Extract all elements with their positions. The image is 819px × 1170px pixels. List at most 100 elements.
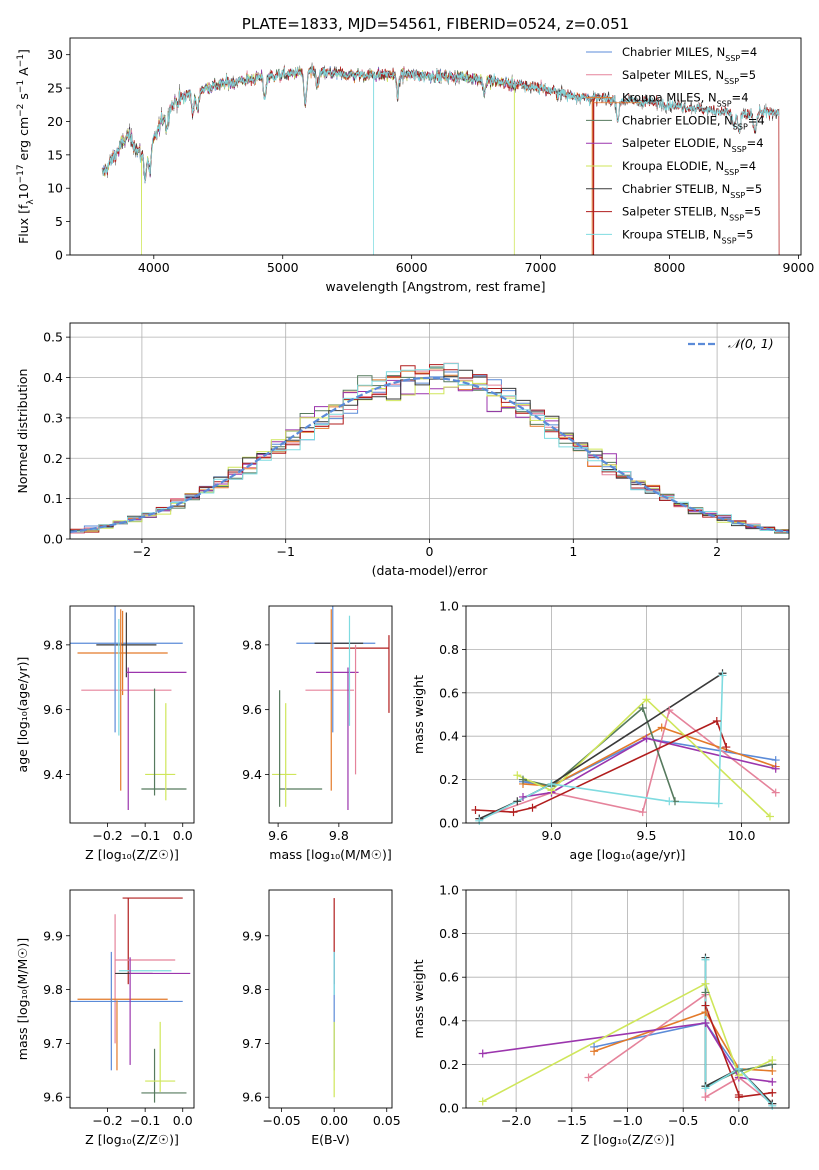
series-marker xyxy=(513,797,522,806)
axes-frame xyxy=(268,889,393,1109)
series-marker xyxy=(771,764,780,773)
axes-frame xyxy=(69,37,802,256)
series-marker xyxy=(701,979,710,988)
y-axis-label: age [log₁₀(age/yr)] xyxy=(15,657,30,773)
series-marker xyxy=(478,1049,487,1058)
y-tick-label: 9.4 xyxy=(242,767,262,782)
x-axis-label: age [log₁₀(age/yr)] xyxy=(570,847,686,862)
y-tick-label: 9.6 xyxy=(242,1090,262,1105)
plot-area xyxy=(475,672,777,822)
model-line-chab_elodie xyxy=(102,67,516,183)
legend-label: Salpeter STELIB, NSSP=5 xyxy=(622,205,761,223)
series-marker xyxy=(701,1018,710,1027)
legend-label: Salpeter MILES, NSSP=5 xyxy=(622,68,756,86)
y-tick-label: 9.6 xyxy=(242,702,262,717)
legend-label: 𝒩(0, 1) xyxy=(728,336,774,351)
y-tick-label: 0.0 xyxy=(439,816,459,831)
legend-label: Chabrier MILES, NSSP=4 xyxy=(622,45,757,63)
series-marker xyxy=(665,706,674,715)
y-tick-label: 0.0 xyxy=(43,532,63,547)
series-marker xyxy=(768,1056,777,1065)
y-tick-label: 0.3 xyxy=(43,410,63,425)
legend-item: Salpeter STELIB, NSSP=5 xyxy=(586,205,761,223)
series-marker xyxy=(701,988,710,997)
legend-item: Kroupa MILES, NSSP=4 xyxy=(586,91,749,109)
x-tick-label: 2 xyxy=(713,544,721,559)
series-marker xyxy=(722,743,731,752)
panel-spectrum: 4000 5000 6000 7000 8000 9000 0 5 10 15 20 25 30 wave… xyxy=(16,15,814,294)
x-tick-label: 9.6 xyxy=(268,828,288,843)
panel-age_vs_mass: 9.6 9.8 9.4 9.6 9.8 mass [log₁₀(M/M☉)] xyxy=(242,605,393,862)
axes-frame xyxy=(69,605,195,824)
y-tick-label: 9.7 xyxy=(43,1036,63,1051)
x-axis-label: Z [log₁₀(Z/Z☉)] xyxy=(85,1132,179,1147)
y-tick-label: 1.0 xyxy=(439,599,459,614)
series-marker xyxy=(734,1093,743,1102)
x-tick-label: 8000 xyxy=(654,260,686,275)
y-axis-label: mass [log₁₀(M/M☉)] xyxy=(15,938,30,1060)
x-axis-label: (data-model)/error xyxy=(372,563,489,578)
plot-area xyxy=(70,897,191,1103)
x-tick-label: 9.8 xyxy=(329,828,349,843)
plot-area xyxy=(101,62,780,255)
x-tick-label: 10.0 xyxy=(728,828,756,843)
y-tick-label: 9.8 xyxy=(43,982,63,997)
x-axis-label: Z [log₁₀(Z/Z☉)] xyxy=(85,847,179,862)
plot-area xyxy=(70,362,789,534)
model-line-chab_miles xyxy=(101,65,594,255)
y-tick-label: 15 xyxy=(47,147,63,162)
y-tick-label: 1.0 xyxy=(439,883,459,898)
series-line-salp_miles xyxy=(588,993,773,1105)
x-tick-label: 1 xyxy=(569,544,577,559)
x-tick-label: 4000 xyxy=(138,260,170,275)
y-axis-label: mass weight xyxy=(411,959,426,1038)
x-tick-label: −0.1 xyxy=(130,1113,160,1128)
legend: Chabrier MILES, NSSP=4 Salpeter MILES, NS… xyxy=(586,45,765,245)
y-tick-label: 9.9 xyxy=(43,928,63,943)
series-marker xyxy=(528,803,537,812)
series-marker xyxy=(519,775,527,784)
y-tick-label: 9.8 xyxy=(242,982,262,997)
series-marker xyxy=(475,816,484,825)
y-tick-label: 5 xyxy=(55,214,63,229)
axes-frame xyxy=(465,889,790,1109)
legend-item: Salpeter ELODIE, NSSP=4 xyxy=(586,136,764,154)
y-tick-label: 0.0 xyxy=(439,1101,459,1116)
y-tick-label: 10 xyxy=(47,181,63,196)
x-tick-label: −0.1 xyxy=(130,828,160,843)
axes-frame xyxy=(69,889,195,1109)
legend-label: Kroupa MILES, NSSP=4 xyxy=(622,91,749,109)
x-tick-label: 0 xyxy=(426,544,434,559)
axes-frame xyxy=(268,605,393,824)
series-line-krou_elodie xyxy=(516,698,771,818)
series-marker xyxy=(642,695,651,704)
series-marker xyxy=(768,1077,777,1086)
series-line-salp_stelib xyxy=(475,719,728,813)
panel-residuals: −2 −1 0 1 2 0.0 0.1 0.2 0.3 0.4 0.5 (data-model)/er… xyxy=(15,322,790,578)
legend-item: Chabrier ELODIE, NSSP=4 xyxy=(586,113,765,131)
series-marker xyxy=(509,808,518,817)
x-tick-label: 0.05 xyxy=(373,1113,401,1128)
series-marker xyxy=(712,717,721,726)
model-line-krou_elodie xyxy=(102,65,516,255)
x-tick-label: −0.5 xyxy=(668,1113,698,1128)
panel-weight_vs_age: 9.0 9.5 10.0 0.0 0.2 0.4 0.6 0.8 1.0 age [log₁₀(a… xyxy=(411,599,790,862)
series-marker xyxy=(701,1001,710,1010)
series-marker xyxy=(768,1088,777,1097)
y-tick-label: 0.4 xyxy=(439,1013,459,1028)
x-axis-label: mass [log₁₀(M/M☉)] xyxy=(269,847,391,862)
y-tick-label: 30 xyxy=(47,47,63,62)
series-marker xyxy=(701,1093,710,1102)
y-tick-label: 0.2 xyxy=(439,1057,459,1072)
y-tick-label: 0.2 xyxy=(43,451,63,466)
axes-frame xyxy=(465,605,790,824)
model-line-salp_elodie xyxy=(101,67,516,181)
legend-item: Kroupa ELODIE, NSSP=4 xyxy=(586,159,756,177)
y-tick-label: 0.8 xyxy=(439,926,459,941)
y-tick-label: 9.6 xyxy=(43,1090,63,1105)
y-tick-label: 0.1 xyxy=(43,491,63,506)
x-tick-label: 5000 xyxy=(267,260,299,275)
errorbar-point xyxy=(96,612,157,678)
x-tick-label: 6000 xyxy=(396,260,428,275)
series-marker xyxy=(734,1064,743,1073)
